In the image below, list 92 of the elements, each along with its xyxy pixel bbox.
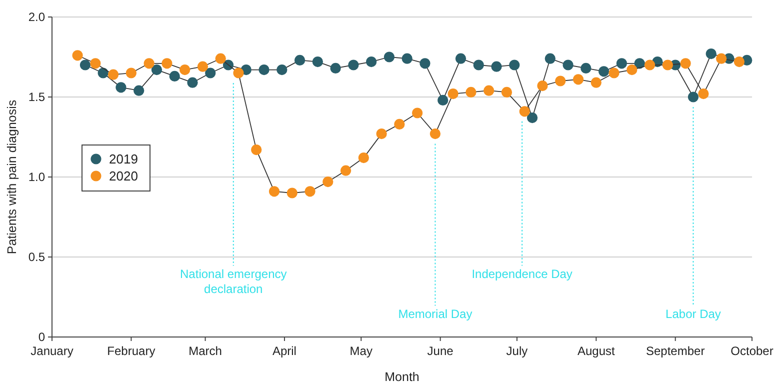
point: [90, 58, 101, 69]
point: [698, 88, 709, 100]
point: [276, 64, 288, 76]
point: [501, 86, 512, 98]
point: [151, 64, 162, 76]
point: [519, 106, 530, 117]
point: [412, 108, 423, 118]
point: [680, 58, 691, 69]
point: [590, 77, 602, 88]
y-tick-label: 1.0: [28, 170, 46, 184]
point: [509, 60, 520, 70]
legend-label: 2020: [109, 168, 138, 184]
point: [358, 152, 369, 164]
point: [491, 61, 502, 72]
point: [169, 70, 180, 82]
point: [608, 68, 620, 78]
point: [484, 85, 494, 96]
point: [562, 60, 574, 70]
legend-label: 2019: [109, 152, 138, 167]
point: [162, 58, 172, 69]
point: [706, 48, 716, 60]
point: [98, 68, 108, 78]
point: [580, 62, 592, 74]
ref-line-label: Independence Day: [472, 266, 572, 281]
y-axis-title: Patients with pain diagnosis: [5, 100, 19, 254]
point: [466, 86, 476, 98]
point: [205, 68, 216, 78]
point: [215, 53, 226, 64]
point: [616, 58, 628, 69]
point: [312, 56, 323, 68]
point: [286, 188, 298, 198]
point: [430, 128, 441, 140]
point: [598, 66, 610, 77]
ref-line-label: Labor Day: [666, 306, 721, 321]
point: [134, 85, 144, 96]
point: [268, 186, 280, 197]
point: [626, 64, 638, 76]
x-tick-label: September: [646, 344, 705, 358]
x-tick-label: May: [350, 344, 372, 358]
point: [366, 56, 377, 68]
x-tick-label: June: [427, 344, 454, 358]
point: [555, 76, 566, 86]
point: [251, 144, 262, 156]
point: [126, 68, 136, 78]
point: [473, 60, 484, 70]
ref-line-label: National emergency declaration: [180, 266, 287, 296]
point: [348, 60, 359, 70]
x-tick-label: April: [272, 344, 296, 358]
x-axis-title: Month: [384, 370, 420, 384]
point: [376, 128, 387, 140]
point: [420, 58, 430, 69]
point: [455, 53, 466, 64]
point: [644, 60, 656, 70]
x-tick-label: October: [730, 344, 774, 358]
y-tick-label: 2.0: [28, 10, 46, 24]
point: [330, 62, 341, 74]
point: [384, 52, 395, 62]
x-tick-label: February: [107, 344, 156, 358]
point: [544, 53, 556, 64]
x-tick-label: March: [188, 344, 222, 358]
x-tick-label: January: [30, 344, 74, 358]
point: [258, 64, 270, 76]
point: [144, 58, 154, 69]
point: [402, 53, 412, 64]
point: [233, 68, 244, 78]
point: [572, 74, 584, 85]
point: [438, 94, 448, 106]
y-tick-label: 1.5: [28, 90, 46, 104]
ref-line-label: Memorial Day: [398, 306, 472, 321]
point: [448, 88, 458, 100]
point: [197, 61, 208, 72]
point: [304, 186, 316, 197]
point: [526, 112, 538, 124]
point: [187, 77, 198, 88]
x-tick-label: July: [506, 344, 528, 358]
point: [716, 53, 727, 64]
point: [80, 60, 91, 70]
point: [537, 80, 548, 92]
point: [108, 69, 119, 80]
point: [116, 82, 126, 93]
x-tick-label: August: [577, 344, 616, 358]
point: [72, 50, 83, 61]
point: [734, 56, 745, 68]
point: [662, 60, 673, 70]
point: [322, 176, 334, 188]
point: [688, 92, 699, 102]
point: [294, 54, 306, 66]
y-tick-label: 0: [38, 330, 46, 344]
y-tick-label: 0.5: [28, 250, 46, 264]
point: [394, 118, 405, 130]
point: [340, 165, 352, 176]
point: [180, 64, 190, 76]
